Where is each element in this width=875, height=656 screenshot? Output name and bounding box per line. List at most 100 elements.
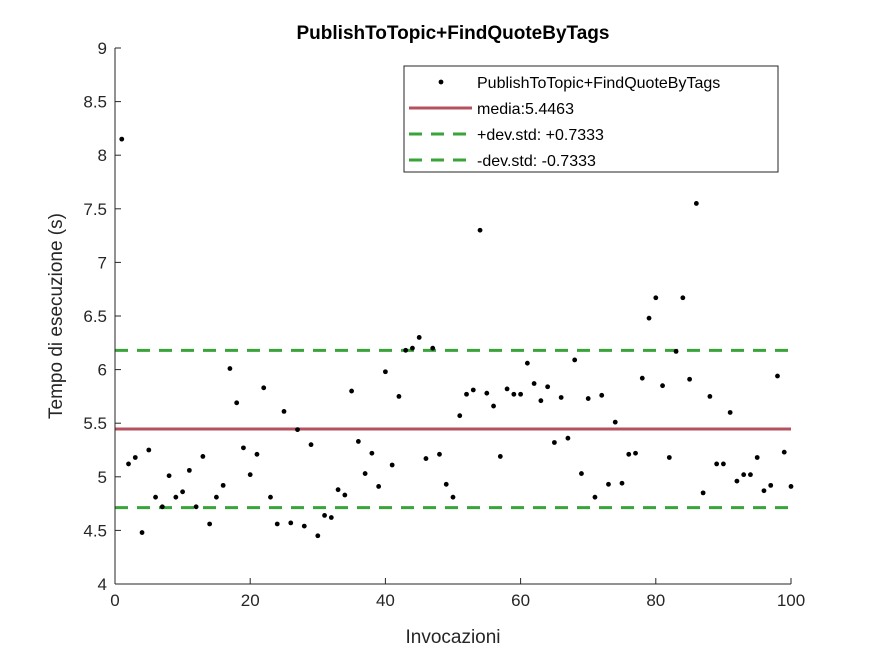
data-point [396, 394, 402, 399]
x-tick-label: 40 [376, 591, 395, 610]
y-tick-label: 5 [98, 468, 107, 487]
data-point [768, 482, 774, 488]
data-point [220, 482, 226, 488]
reference-lines [115, 348, 791, 510]
data-point [430, 345, 436, 351]
data-point [680, 295, 686, 301]
data-point [761, 488, 767, 494]
legend-marker [438, 79, 444, 85]
data-point [524, 360, 530, 366]
data-point [538, 398, 544, 404]
data-point [748, 472, 753, 478]
data-point [491, 403, 496, 409]
data-point [599, 392, 605, 398]
data-point [423, 456, 429, 461]
data-point [389, 462, 395, 468]
data-point [308, 442, 314, 448]
data-point [531, 381, 537, 386]
data-point [558, 395, 564, 400]
ticks: 0 20 40 60 80 100 4 4.5 5 5.5 6 6.5 7 7.5 8 8.5 9 [83, 39, 805, 610]
y-tick-label: 4.5 [83, 521, 107, 540]
data-point [193, 504, 199, 510]
data-point [288, 520, 294, 526]
data-point [322, 512, 327, 518]
data-point [612, 419, 618, 425]
legend: PublishToTopic+FindQuoteByTags media:5.44… [403, 65, 779, 173]
data-point [639, 375, 645, 381]
data-point [443, 481, 449, 487]
data-point [166, 473, 172, 479]
legend-entry-0: PublishToTopic+FindQuoteByTags [438, 75, 720, 92]
y-tick-label: 7 [98, 253, 107, 272]
data-point [518, 391, 523, 397]
data-point [200, 454, 206, 459]
data-point [619, 480, 625, 486]
data-point [376, 484, 382, 489]
data-point [687, 376, 692, 382]
data-point [355, 439, 361, 444]
data-point [775, 373, 780, 379]
data-point [410, 345, 415, 351]
data-point [734, 478, 740, 484]
data-point [565, 435, 571, 441]
data-point [416, 335, 422, 340]
data-point [545, 384, 551, 390]
data-point [281, 409, 287, 414]
data-point [579, 471, 584, 476]
y-tick-label: 4 [98, 575, 107, 594]
data-point [173, 494, 179, 500]
data-point [477, 227, 483, 233]
y-tick-label: 7.5 [83, 200, 107, 219]
data-point [673, 348, 679, 354]
x-tick-label: 0 [110, 591, 119, 610]
data-point [247, 472, 253, 478]
data-point [342, 492, 348, 498]
data-point [274, 521, 280, 527]
data-point [335, 487, 341, 493]
y-axis-label: Tempo di esecuzione (s) [46, 213, 67, 419]
data-point [241, 445, 246, 451]
data-point [139, 530, 145, 535]
data-point [470, 387, 476, 393]
legend-label: PublishToTopic+FindQuoteByTags [477, 75, 720, 92]
y-tick-label: 9 [98, 39, 107, 58]
legend-label: +dev.std: +0.7333 [477, 127, 604, 144]
x-axis-label: Invocazioni [405, 627, 500, 648]
data-point [403, 347, 409, 353]
data-point [585, 396, 591, 401]
data-point [781, 449, 787, 455]
data-point [693, 201, 699, 206]
data-point [132, 455, 138, 460]
data-point [700, 490, 706, 496]
data-point [754, 455, 760, 460]
x-tick-label: 100 [777, 591, 805, 610]
data-point [484, 390, 490, 396]
data-point [295, 427, 300, 433]
data-point [707, 394, 713, 399]
data-point [126, 461, 131, 467]
data-point [349, 388, 354, 394]
data-point [788, 484, 794, 489]
legend-box [403, 65, 779, 173]
data-point [450, 494, 456, 500]
data-point [227, 366, 233, 371]
data-point [207, 521, 213, 527]
x-tick-label: 80 [646, 591, 665, 610]
legend-entry-2: +dev.std: +0.7333 [409, 127, 604, 144]
data-point [180, 489, 186, 495]
data-point [214, 494, 219, 500]
data-point [301, 523, 307, 529]
data-points [119, 136, 794, 539]
data-point [159, 504, 165, 510]
data-point [727, 410, 733, 415]
data-point [261, 385, 267, 391]
y-tick-label: 6 [98, 361, 107, 380]
data-point [552, 440, 557, 445]
data-point [328, 515, 334, 520]
legend-entry-3: -dev.std: -0.7333 [409, 153, 596, 170]
data-point [741, 472, 747, 478]
data-point [153, 494, 158, 500]
data-point [626, 451, 632, 457]
legend-label: -dev.std: -0.7333 [477, 153, 596, 170]
